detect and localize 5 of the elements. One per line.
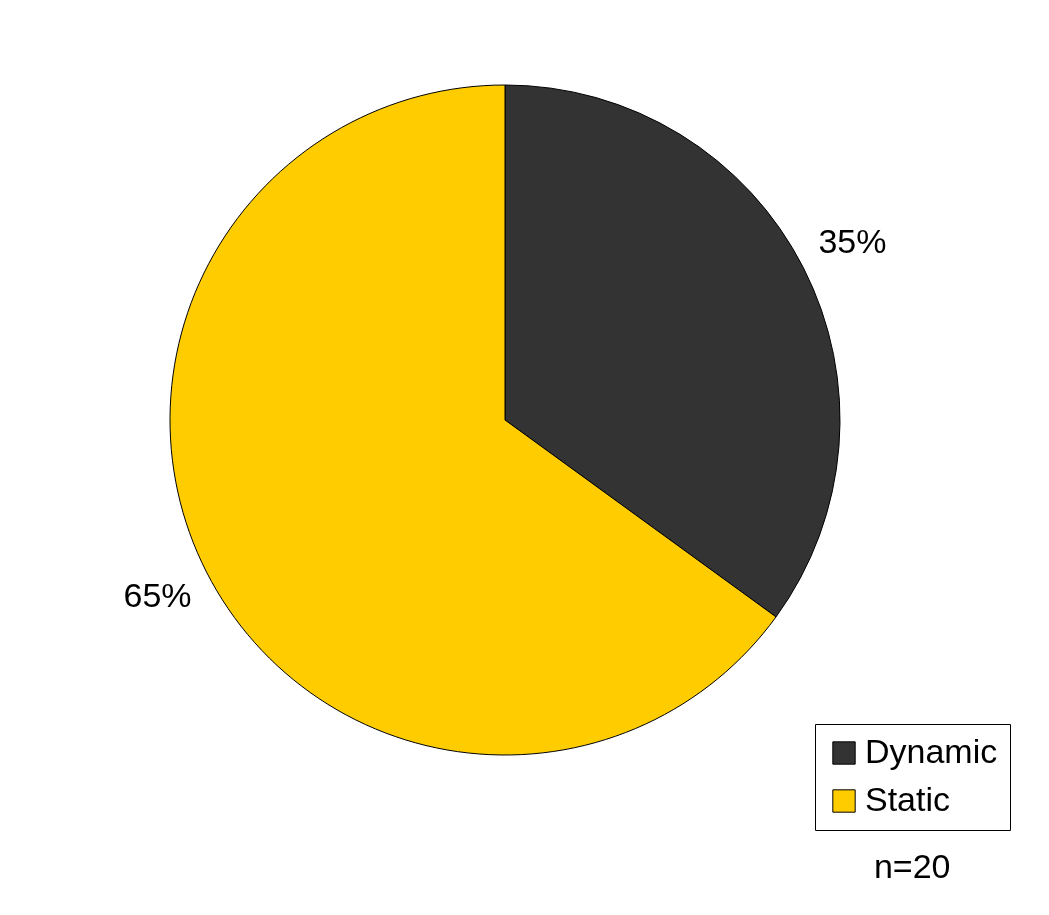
- data-label: 35%: [818, 221, 887, 260]
- data-label: 65%: [123, 576, 192, 615]
- legend-label: Dynamic: [865, 732, 998, 770]
- text: n=20: [873, 846, 951, 885]
- legend-label: Static: [865, 780, 951, 818]
